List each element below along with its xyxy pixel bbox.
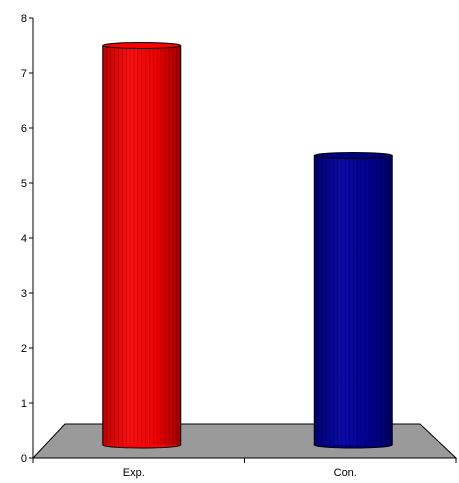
y-tick-label: 7 [21,68,27,80]
bar-body [314,155,393,445]
bar-bottom-cap [102,444,182,449]
x-category-label: Exp. [123,467,145,479]
bar-top-cap [102,42,182,49]
bar-body [102,45,181,445]
y-tick-label: 5 [21,178,27,190]
y-tick-label: 8 [21,13,27,25]
y-tick-label: 1 [21,398,27,410]
y-tick-label: 4 [21,233,27,245]
bar-exp [102,42,182,449]
bar-con [313,152,393,449]
y-tick-label: 3 [21,288,27,300]
y-ticks-group: 0 1 2 3 4 5 6 7 8 [21,13,33,465]
bar-top-cap [313,152,393,159]
y-tick-label: 0 [21,453,27,465]
x-category-label: Con. [334,467,357,479]
x-ticks-group: Exp. Con. [32,458,457,479]
y-tick-label: 6 [21,123,27,135]
y-tick-label: 2 [21,343,27,355]
bar-bottom-cap [313,444,393,449]
bars-group [102,42,393,449]
